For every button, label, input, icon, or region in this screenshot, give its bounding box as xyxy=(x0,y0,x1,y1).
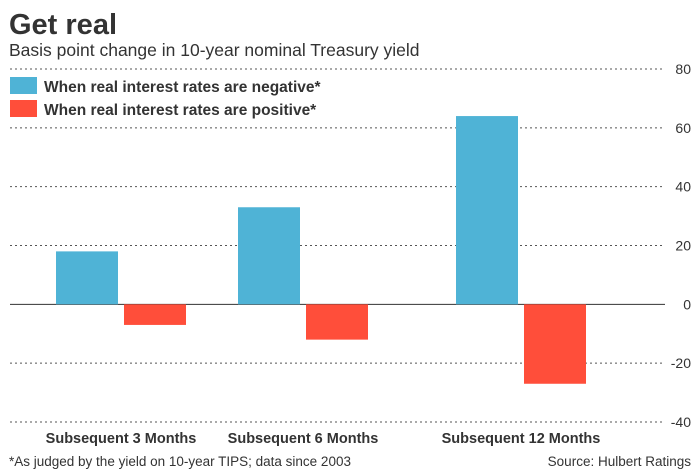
bar xyxy=(306,304,368,340)
y-tick-label: 60 xyxy=(675,120,691,136)
y-axis-ticks: 80 60 40 20 0 -20 -40 xyxy=(671,61,691,430)
y-tick-label: 80 xyxy=(675,61,691,77)
y-tick-label: -40 xyxy=(671,414,691,430)
footnote: *As judged by the yield on 10-year TIPS;… xyxy=(9,454,351,469)
bar xyxy=(238,207,300,305)
bar xyxy=(124,304,186,325)
y-tick-label: -20 xyxy=(671,355,691,371)
legend-swatch-negative xyxy=(10,77,37,94)
category-label: Subsequent 6 Months xyxy=(228,431,379,447)
bar xyxy=(456,116,518,305)
y-tick-label: 20 xyxy=(675,238,691,254)
bar xyxy=(56,251,118,305)
y-tick-label: 40 xyxy=(675,179,691,195)
legend: When real interest rates are negative* W… xyxy=(10,77,322,119)
legend-swatch-positive xyxy=(10,100,37,117)
category-label: Subsequent 12 Months xyxy=(442,431,601,447)
x-axis-categories: Subsequent 3 Months Subsequent 6 Months Su… xyxy=(46,431,601,447)
source-note: Source: Hulbert Ratings xyxy=(548,454,692,469)
bar xyxy=(524,304,586,384)
chart-title: Get real xyxy=(9,9,117,41)
bars xyxy=(56,116,586,384)
legend-label-positive: When real interest rates are positive* xyxy=(44,102,317,119)
chart-subtitle: Basis point change in 10-year nominal Tr… xyxy=(9,40,420,60)
legend-label-negative: When real interest rates are negative* xyxy=(44,79,322,96)
y-tick-label: 0 xyxy=(683,296,691,312)
category-label: Subsequent 3 Months xyxy=(46,431,197,447)
